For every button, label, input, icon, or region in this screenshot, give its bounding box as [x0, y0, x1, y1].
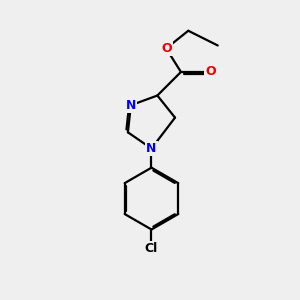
- Text: N: N: [146, 142, 157, 155]
- Text: Cl: Cl: [145, 242, 158, 255]
- Text: N: N: [126, 99, 136, 112]
- Text: O: O: [161, 42, 172, 55]
- Text: O: O: [205, 65, 216, 79]
